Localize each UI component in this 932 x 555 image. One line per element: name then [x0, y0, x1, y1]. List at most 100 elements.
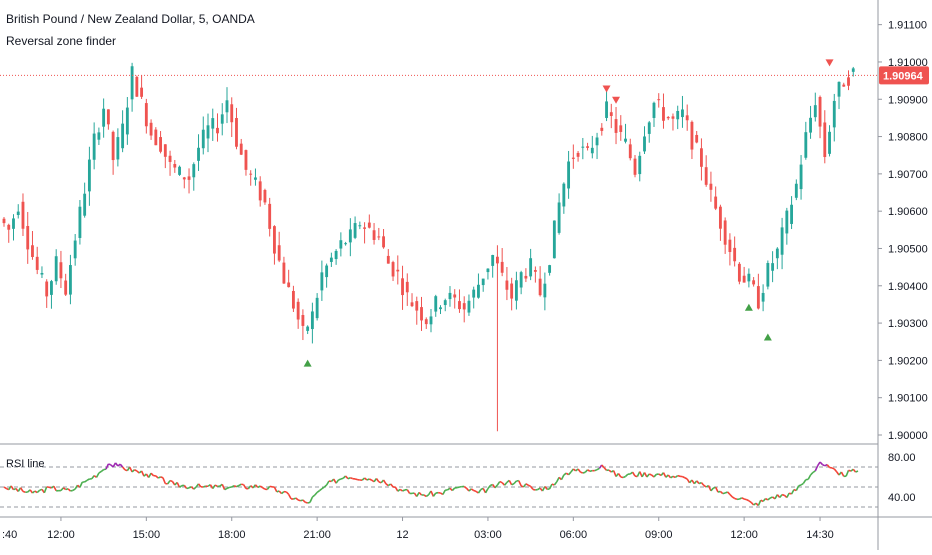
rsi-segment	[312, 495, 314, 497]
candle-body	[339, 240, 342, 248]
candle-body	[529, 258, 532, 276]
rsi-segment	[652, 475, 654, 477]
candle-body	[434, 296, 437, 311]
sell-signal-triangle-down	[603, 86, 611, 93]
rsi-segment	[533, 489, 535, 490]
candle-body	[472, 290, 475, 298]
rsi-segment	[54, 486, 56, 491]
price-tick-label: 1.90200	[888, 355, 928, 367]
candle-body	[235, 118, 238, 147]
candle-body	[259, 181, 262, 200]
rsi-segment	[132, 470, 134, 472]
candle-body	[282, 263, 285, 284]
candle-body	[60, 262, 63, 278]
candle-body	[64, 281, 67, 295]
candle-body	[596, 138, 599, 146]
rsi-segment	[792, 490, 794, 494]
candle-body	[600, 128, 603, 131]
price-tick-label: 1.90800	[888, 132, 928, 144]
rsi-segment	[720, 491, 722, 493]
candle-body	[491, 255, 494, 266]
rsi-segment	[583, 472, 585, 473]
rsi-segment	[386, 484, 388, 486]
rsi-segment	[647, 474, 649, 477]
candle-body	[50, 281, 53, 295]
candle-body	[392, 262, 395, 276]
rsi-segment	[225, 488, 227, 489]
candle-body	[93, 134, 96, 160]
candle-body	[278, 245, 281, 260]
rsi-segment	[526, 484, 528, 485]
rsi-segment	[21, 488, 23, 492]
rsi-segment	[156, 476, 158, 478]
rsi-segment	[376, 479, 378, 482]
rsi-segment	[37, 490, 39, 492]
time-tick-label: 21:00	[303, 529, 331, 541]
candle-body	[605, 101, 608, 118]
candle-body	[728, 240, 731, 252]
rsi-segment	[569, 472, 571, 475]
candle-body	[12, 218, 15, 228]
candle-body	[273, 226, 276, 253]
rsi-segment	[735, 498, 737, 499]
rsi-segment	[158, 477, 160, 478]
rsi-segment	[780, 495, 782, 498]
rsi-segment	[232, 486, 234, 487]
rsi-segment	[730, 494, 732, 496]
candle-body	[325, 266, 328, 278]
candle-body	[539, 279, 542, 295]
rsi-segment	[11, 486, 13, 490]
candle-body	[781, 227, 784, 254]
rsi-segment	[168, 481, 170, 484]
rsi-segment	[550, 484, 552, 489]
rsi-segment	[626, 474, 628, 476]
candle-body	[705, 167, 708, 185]
rsi-segment	[564, 473, 566, 475]
candle-body	[743, 276, 746, 283]
candle-body	[785, 211, 788, 234]
candle-body	[197, 148, 200, 161]
rsi-segment	[671, 476, 673, 477]
rsi-segment	[433, 493, 435, 496]
rsi-segment	[747, 500, 749, 501]
candle-body	[634, 159, 637, 175]
rsi-segment	[614, 471, 616, 477]
rsi-segment	[244, 485, 246, 489]
candle-body	[591, 148, 594, 153]
candle-body	[515, 280, 518, 300]
rsi-segment	[654, 474, 656, 477]
candle-body	[657, 99, 660, 100]
time-tick-label: 06:00	[560, 529, 588, 541]
rsi-segment	[199, 484, 201, 487]
candle-body	[406, 282, 409, 292]
time-tick-label: 15:00	[133, 529, 161, 541]
rsi-segment	[348, 478, 350, 479]
candle-body	[178, 167, 181, 175]
rsi-segment	[407, 490, 409, 494]
time-tick-label: 09:00	[645, 529, 673, 541]
candle-body	[733, 248, 736, 261]
rsi-segment	[187, 488, 189, 489]
candle-body	[823, 122, 826, 157]
rsi-segment	[678, 476, 680, 477]
rsi-segment	[315, 492, 317, 495]
candle-body	[667, 117, 670, 118]
candle-body	[505, 281, 508, 290]
rsi-segment	[236, 486, 238, 487]
rsi-segment	[73, 489, 75, 490]
candle-body	[691, 122, 694, 150]
candle-body	[159, 137, 162, 152]
rsi-segment	[856, 471, 858, 472]
rsi-segment	[749, 501, 751, 503]
price-tick-label: 1.90500	[888, 243, 928, 255]
candle-body	[173, 164, 176, 168]
candle-body	[7, 225, 10, 230]
rsi-segment	[811, 472, 813, 475]
candle-body	[363, 227, 366, 228]
candle-body	[31, 245, 34, 257]
rsi-segment	[820, 462, 822, 465]
rsi-segment	[327, 481, 329, 485]
candle-body	[349, 229, 352, 242]
